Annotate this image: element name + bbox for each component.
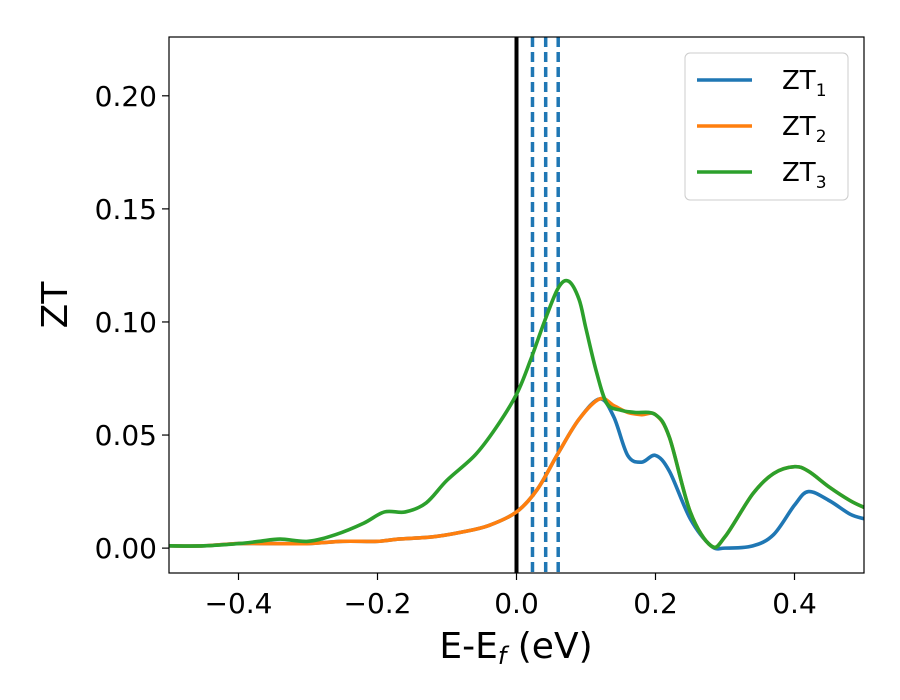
series-line-zt3 [169,278,864,550]
x-tick-label: 0.2 [633,587,678,620]
y-tick-label: 0.15 [95,193,157,226]
x-axis-label-unit: (eV) [506,626,592,667]
x-tick-label: 0.0 [494,587,539,620]
y-axis-ticks: 0.00 0.05 0.10 0.15 0.20 [95,80,169,565]
y-tick-label: 0.00 [95,532,157,565]
series-lines [169,278,864,551]
legend-label-zt3: ZT3 [782,158,827,193]
x-axis-ticks: −0.4 −0.2 0.0 0.2 0.4 [205,573,817,620]
x-axis-label: E-Ef (eV) [439,626,592,670]
x-tick-label: 0.4 [772,587,817,620]
reference-lines [514,37,560,573]
legend-box [684,52,849,201]
legend-label-zt1: ZT1 [782,66,827,101]
legend-label-zt2: ZT2 [782,112,827,147]
x-tick-label: −0.2 [344,587,412,620]
x-tick-label: −0.4 [205,587,273,620]
y-tick-label: 0.10 [95,306,157,339]
y-tick-label: 0.20 [95,80,157,113]
legend: ZT1 ZT2 ZT3 [684,52,849,201]
y-axis-label: ZT [35,281,76,329]
y-tick-label: 0.05 [95,419,157,452]
